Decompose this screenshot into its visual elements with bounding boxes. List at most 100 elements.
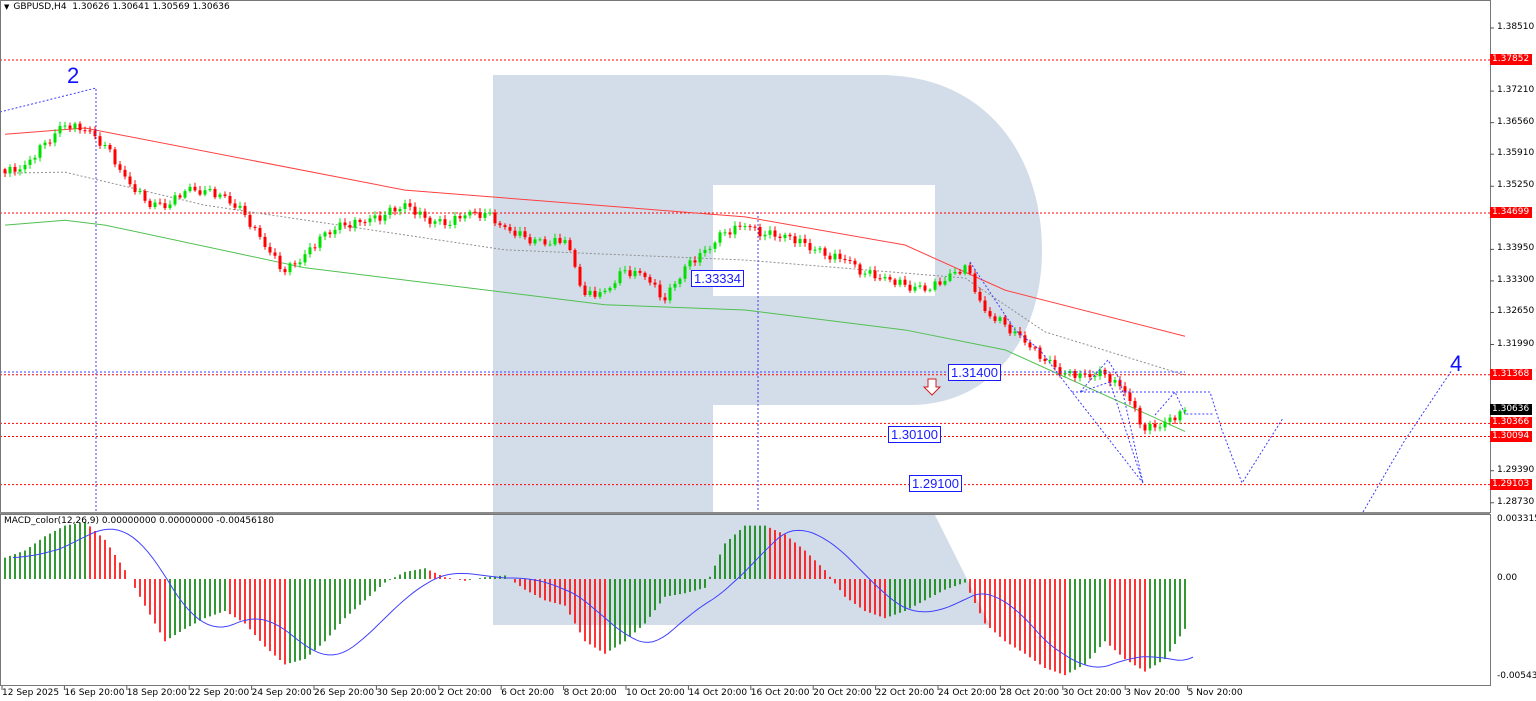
candle-body — [613, 283, 617, 288]
candle-body — [503, 225, 507, 228]
forecast-path-3 — [1154, 391, 1213, 416]
panel-divider[interactable] — [0, 512, 1490, 515]
forecast-path-4 — [1362, 369, 1453, 513]
candle-body — [13, 166, 17, 172]
candle-body — [118, 164, 122, 170]
candle-body — [238, 205, 242, 208]
candle-body — [418, 211, 422, 215]
candle-body — [928, 289, 932, 291]
candle-body — [198, 190, 202, 195]
candle-body — [668, 287, 672, 301]
candle-body — [658, 284, 662, 298]
time-label: 6 Oct 20:00 — [501, 688, 555, 698]
candle-body — [573, 250, 577, 267]
candle-body — [778, 236, 782, 238]
candle-body — [33, 157, 37, 160]
candle-body — [1033, 347, 1037, 349]
time-label: 30 Oct 20:00 — [1062, 688, 1122, 698]
price-tick: 1.35250 — [1497, 180, 1535, 191]
candle-body — [528, 237, 532, 244]
candle-body — [148, 200, 152, 207]
collapse-triangle-icon[interactable]: ▼ — [4, 3, 10, 11]
candle-body — [1153, 423, 1157, 428]
price-tick: 1.37210 — [1497, 85, 1535, 96]
candle-body — [673, 283, 677, 288]
candle-body — [1168, 417, 1172, 422]
candle-body — [1028, 342, 1032, 348]
candle-body — [708, 248, 712, 250]
candle-body — [793, 236, 797, 244]
candle-body — [938, 281, 942, 285]
candle-body — [638, 271, 642, 273]
price-level-label: 1.37852 — [1490, 53, 1532, 65]
candle-body — [373, 215, 377, 219]
watermark-logo — [493, 75, 1042, 625]
candle-body — [83, 130, 87, 132]
macd-tick: -0.0054369 — [1497, 671, 1536, 681]
candle-body — [108, 144, 112, 150]
candle-body — [583, 285, 587, 295]
candle-body — [218, 194, 222, 198]
ohlc-values: 1.30626 1.30641 1.30569 1.30636 — [72, 2, 230, 12]
candle-body — [943, 280, 947, 285]
candle-body — [853, 260, 857, 265]
candle-body — [18, 169, 22, 172]
candle-body — [268, 246, 272, 253]
candle-body — [298, 262, 302, 265]
candle-body — [368, 218, 372, 223]
candle-body — [453, 215, 457, 225]
time-label: 5 Nov 20:00 — [1187, 688, 1243, 698]
candle-body — [158, 202, 162, 204]
candle-body — [1183, 410, 1187, 412]
time-label: 18 Sep 20:00 — [126, 688, 187, 698]
candle-body — [983, 300, 987, 312]
candle-body — [1063, 373, 1067, 375]
candle-body — [358, 219, 362, 223]
candle-body — [878, 278, 882, 280]
candle-body — [683, 266, 687, 279]
time-label: 3 Nov 20:00 — [1125, 688, 1181, 698]
candle-body — [183, 191, 187, 198]
macd-panel-frame — [0, 514, 1491, 686]
candle-body — [593, 290, 597, 297]
candle-body — [478, 212, 482, 218]
candle-body — [1148, 423, 1152, 431]
candle-body — [128, 176, 132, 185]
candle-body — [663, 297, 667, 301]
candle-body — [228, 195, 232, 204]
candle-body — [718, 232, 722, 243]
candle-body — [758, 227, 762, 237]
candle-body — [783, 234, 787, 238]
candle-body — [403, 203, 407, 209]
candle-body — [248, 214, 252, 227]
time-label: 28 Oct 20:00 — [1000, 688, 1060, 698]
wave-2-line — [0, 87, 97, 512]
candle-body — [733, 225, 737, 235]
candle-body — [188, 186, 192, 192]
candle-body — [488, 212, 492, 214]
candle-body — [633, 271, 637, 277]
candle-body — [628, 270, 632, 277]
candle-body — [933, 281, 937, 290]
candle-body — [558, 237, 562, 243]
candle-body — [598, 292, 602, 297]
candle-body — [328, 232, 332, 235]
candle-body — [973, 273, 977, 292]
candle-body — [798, 238, 802, 244]
candle-body — [408, 203, 412, 207]
price-tick: 1.36560 — [1497, 116, 1535, 127]
candle-body — [1043, 358, 1047, 362]
candle-body — [1178, 411, 1182, 421]
candle-body — [738, 225, 742, 227]
time-label: 8 Oct 20:00 — [563, 688, 617, 698]
axis-tick-marks — [1, 27, 1494, 690]
candle-body — [133, 184, 137, 193]
candle-body — [483, 212, 487, 218]
candle-body — [313, 247, 317, 249]
candle-body — [843, 258, 847, 261]
candle-body — [1113, 380, 1117, 383]
candle-body — [643, 272, 647, 278]
candle-body — [538, 239, 542, 241]
candle-body — [748, 226, 752, 228]
